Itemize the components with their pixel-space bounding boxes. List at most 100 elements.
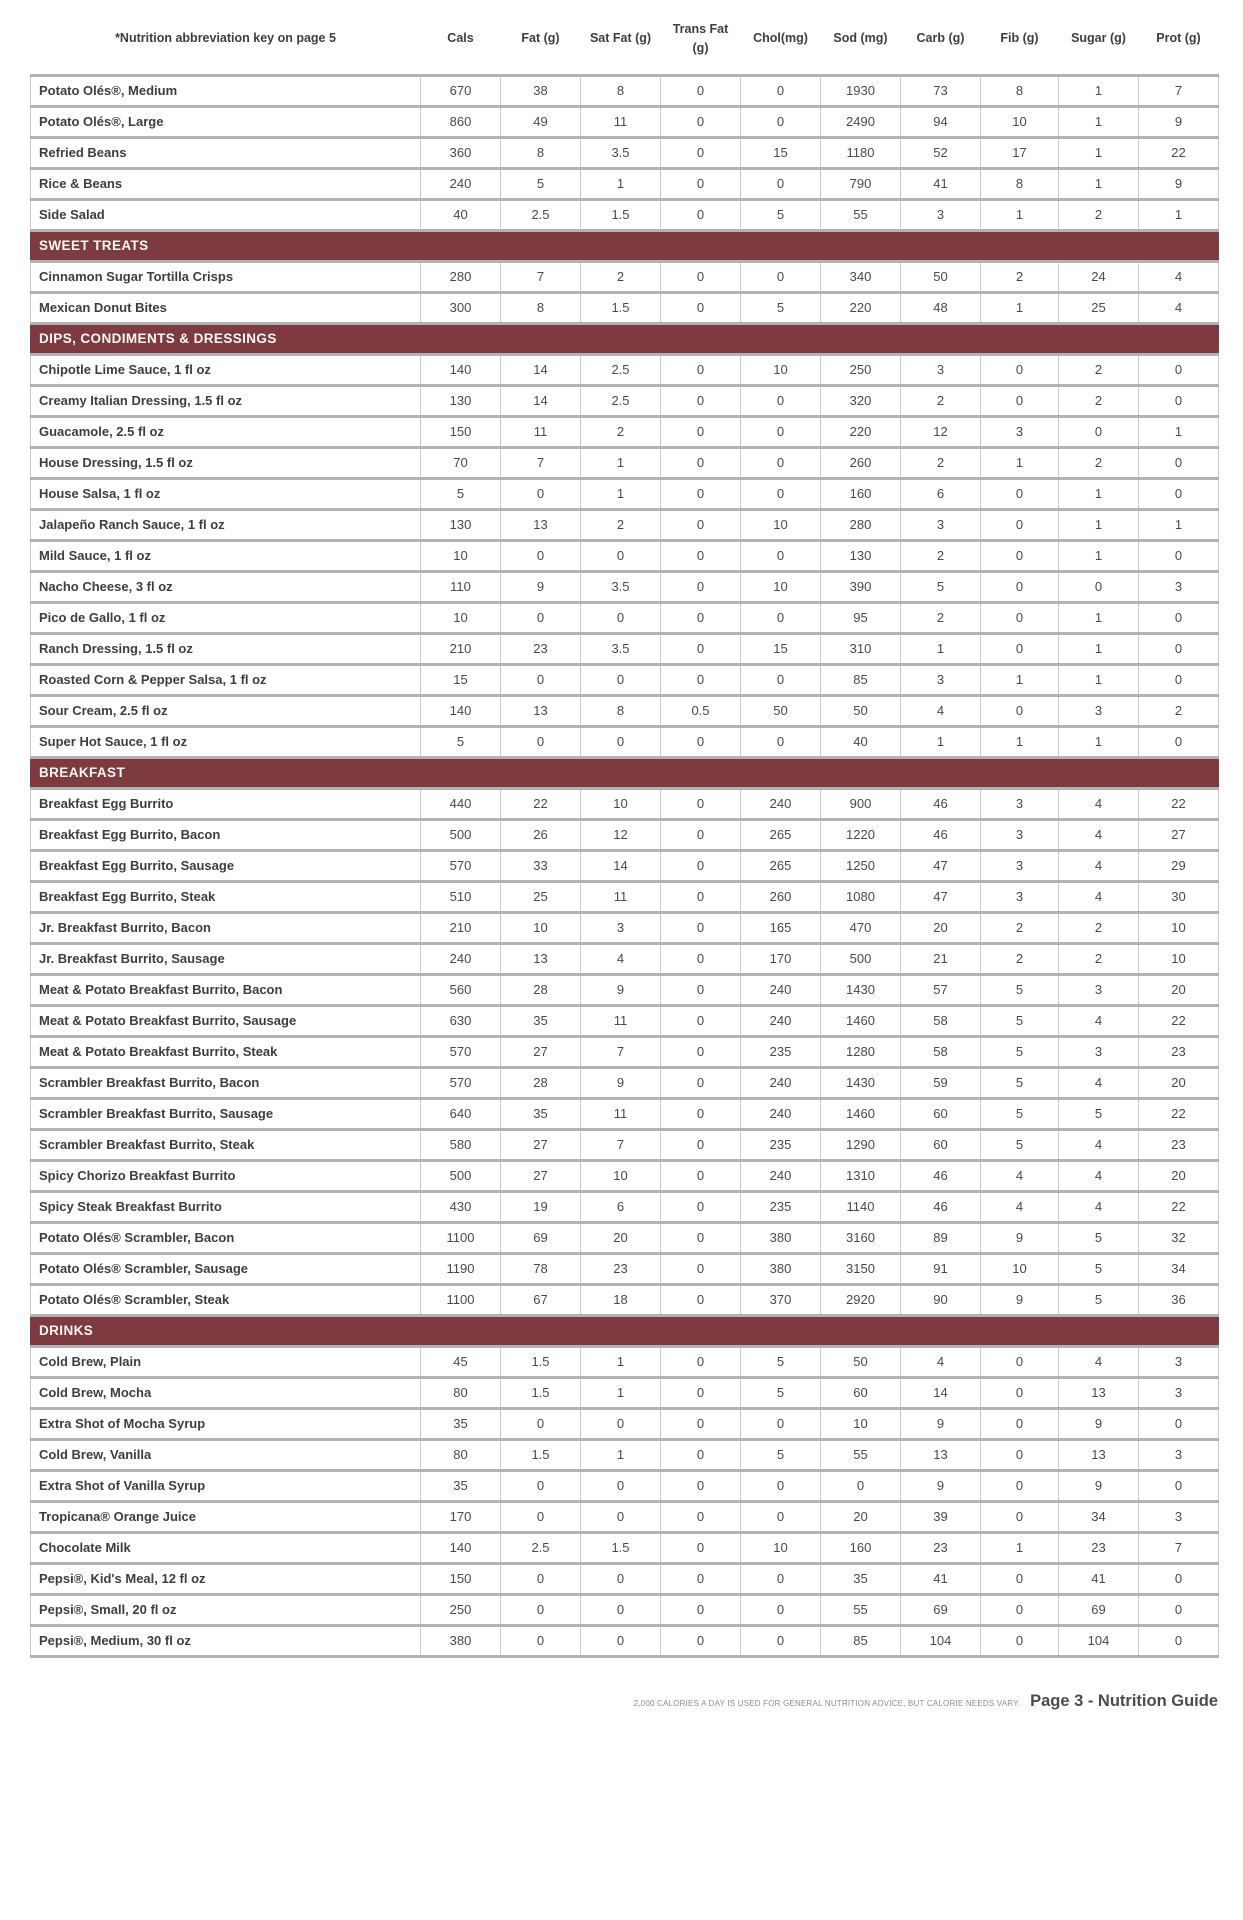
nutrition-value: 80 — [420, 1439, 501, 1472]
item-name: Cold Brew, Vanilla — [30, 1439, 421, 1472]
nutrition-value: 0 — [660, 137, 741, 170]
nutrition-value: 210 — [420, 633, 501, 666]
nutrition-value: 170 — [740, 943, 821, 976]
nutrition-value: 280 — [820, 509, 901, 542]
nutrition-value: 500 — [420, 1160, 501, 1193]
nutrition-value: 29 — [1138, 850, 1219, 883]
nutrition-value: 26 — [500, 819, 581, 852]
nutrition-value: 5 — [420, 726, 501, 759]
nutrition-value: 0 — [980, 1346, 1059, 1379]
nutrition-value: 23 — [1138, 1036, 1219, 1069]
nutrition-value: 0 — [660, 261, 741, 294]
nutrition-value: 10 — [740, 571, 821, 604]
nutrition-value: 1190 — [420, 1253, 501, 1286]
nutrition-value: 10 — [820, 1408, 901, 1441]
nutrition-value: 0 — [660, 881, 741, 914]
table-row: Sour Cream, 2.5 fl oz 140 13 8 0.5 50 50 4 0 3 2 — [30, 695, 1219, 728]
nutrition-value: 0 — [1138, 1594, 1219, 1627]
nutrition-value: 0 — [580, 602, 661, 635]
item-name: Side Salad — [30, 199, 421, 232]
nutrition-value: 2920 — [820, 1284, 901, 1317]
nutrition-value: 9 — [980, 1284, 1059, 1317]
nutrition-value: 5 — [1058, 1284, 1139, 1317]
nutrition-value: 1930 — [820, 73, 901, 108]
nutrition-value: 3 — [580, 912, 661, 945]
nutrition-value: 0 — [660, 974, 741, 1007]
nutrition-value: 2 — [900, 602, 981, 635]
nutrition-value: 4 — [1058, 1129, 1139, 1162]
nutrition-value: 0 — [980, 602, 1059, 635]
nutrition-value: 0 — [660, 912, 741, 945]
nutrition-value: 0 — [980, 1408, 1059, 1441]
nutrition-value: 13 — [500, 509, 581, 542]
nutrition-value: 0 — [980, 1625, 1059, 1658]
nutrition-value: 22 — [1138, 1005, 1219, 1038]
table-row: Pepsi®, Kid's Meal, 12 fl oz 150 0 0 0 0 35 41 0… — [30, 1563, 1219, 1596]
nutrition-value: 35 — [500, 1005, 581, 1038]
nutrition-value: 5 — [980, 974, 1059, 1007]
nutrition-value: 670 — [420, 73, 501, 108]
nutrition-value: 0 — [660, 726, 741, 759]
nutrition-value: 360 — [420, 137, 501, 170]
nutrition-value: 67 — [500, 1284, 581, 1317]
nutrition-value: 3.5 — [580, 633, 661, 666]
nutrition-value: 0 — [980, 354, 1059, 387]
table-row: Creamy Italian Dressing, 1.5 fl oz 130 14 2… — [30, 385, 1219, 418]
nutrition-value: 2 — [580, 261, 661, 294]
nutrition-value: 1 — [1058, 664, 1139, 697]
item-name: Ranch Dressing, 1.5 fl oz — [30, 633, 421, 666]
item-name: Jr. Breakfast Burrito, Bacon — [30, 912, 421, 945]
nutrition-value: 220 — [820, 416, 901, 449]
nutrition-value: 0 — [980, 633, 1059, 666]
nutrition-value: 170 — [420, 1501, 501, 1534]
nutrition-value: 94 — [900, 106, 981, 139]
nutrition-value: 0 — [1138, 447, 1219, 480]
item-name: Extra Shot of Mocha Syrup — [30, 1408, 421, 1441]
item-name: Spicy Chorizo Breakfast Burrito — [30, 1160, 421, 1193]
nutrition-value: 69 — [900, 1594, 981, 1627]
nutrition-value: 140 — [420, 695, 501, 728]
nutrition-value: 3 — [980, 881, 1059, 914]
nutrition-value: 3 — [900, 354, 981, 387]
nutrition-value: 28 — [500, 1067, 581, 1100]
nutrition-value: 130 — [820, 540, 901, 573]
nutrition-value: 0 — [580, 1470, 661, 1503]
nutrition-value: 46 — [900, 1160, 981, 1193]
nutrition-value: 0 — [740, 478, 821, 511]
nutrition-value: 160 — [820, 1532, 901, 1565]
nutrition-value: 0 — [500, 478, 581, 511]
section-header: SWEET TREATS — [30, 230, 1219, 263]
nutrition-value: 3.5 — [580, 571, 661, 604]
nutrition-value: 4 — [980, 1191, 1059, 1224]
item-name: Cold Brew, Mocha — [30, 1377, 421, 1410]
nutrition-value: 60 — [820, 1377, 901, 1410]
item-name: Jr. Breakfast Burrito, Sausage — [30, 943, 421, 976]
nutrition-value: 20 — [580, 1222, 661, 1255]
nutrition-value: 3 — [900, 509, 981, 542]
nutrition-value: 10 — [580, 1160, 661, 1193]
nutrition-value: 4 — [1058, 881, 1139, 914]
nutrition-value: 0 — [660, 1098, 741, 1131]
nutrition-value: 6 — [580, 1191, 661, 1224]
nutrition-value: 0 — [1058, 571, 1139, 604]
nutrition-value: 27 — [500, 1160, 581, 1193]
nutrition-value: 0 — [980, 571, 1059, 604]
table-row: Roasted Corn & Pepper Salsa, 1 fl oz 15 0 0… — [30, 664, 1219, 697]
nutrition-value: 1 — [1138, 416, 1219, 449]
section-row: DRINKS — [30, 1315, 1219, 1348]
nutrition-value: 1 — [1058, 633, 1139, 666]
nutrition-value: 1 — [580, 447, 661, 480]
nutrition-value: 1 — [1058, 106, 1139, 139]
nutrition-value: 4 — [1058, 819, 1139, 852]
nutrition-value: 8 — [500, 292, 581, 325]
nutrition-value: 0 — [740, 447, 821, 480]
item-name: Pepsi®, Medium, 30 fl oz — [30, 1625, 421, 1658]
nutrition-value: 1 — [900, 726, 981, 759]
table-row: Jalapeño Ranch Sauce, 1 fl oz 130 13 2 0 10 28… — [30, 509, 1219, 542]
nutrition-value: 0 — [660, 106, 741, 139]
nutrition-value: 0 — [740, 106, 821, 139]
nutrition-value: 0 — [980, 509, 1059, 542]
nutrition-value: 13 — [500, 943, 581, 976]
nutrition-value: 1180 — [820, 137, 901, 170]
item-name: Cold Brew, Plain — [30, 1346, 421, 1379]
